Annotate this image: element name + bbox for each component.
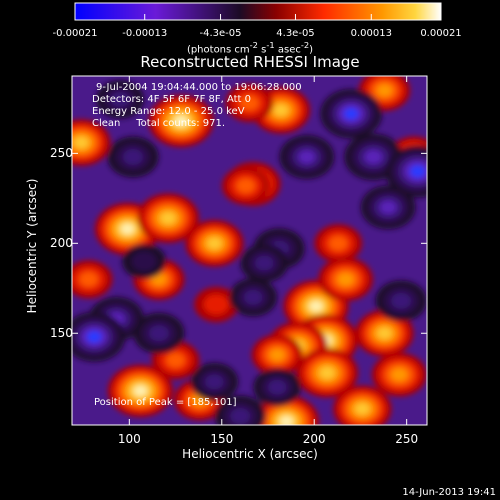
x-axis-label: Heliocentric X (arcsec) [182, 447, 318, 461]
positive-flux-blob [273, 104, 289, 116]
colorbar-tick-label: 0.00021 [420, 28, 462, 39]
units-exp: -2 [300, 40, 310, 50]
units-text: asec [274, 44, 301, 56]
positive-flux-blob [236, 178, 256, 194]
colorbar-tick-label: -4.3e-05 [199, 28, 242, 39]
colorbar-tick-label: 4.3e-05 [276, 28, 315, 39]
units-text: ) [309, 44, 314, 56]
y-tick-label: 200 [50, 236, 73, 251]
negative-flux-blob [364, 149, 383, 164]
negative-flux-blob [343, 107, 359, 120]
colorbar [74, 2, 442, 21]
positive-flux-blob [355, 403, 370, 415]
annotation-line: 9-Jul-2004 19:04:44.000 to 19:06:28.000 [96, 82, 302, 93]
positive-flux-blob [269, 348, 285, 362]
negative-flux-blob [254, 255, 274, 271]
positive-flux-blob [166, 352, 185, 368]
positive-flux-blob [376, 84, 393, 97]
colorbar-tick-label: -0.00013 [122, 28, 168, 39]
annotation-block: 9-Jul-2004 19:04:44.000 to 19:06:28.000 D… [92, 82, 302, 130]
annotation-line: Detectors: 4F 5F 6F 7F 8F, Att 0 [92, 94, 252, 105]
negative-flux-blob [267, 379, 287, 395]
negative-flux-blob [230, 407, 251, 425]
negative-flux-blob [122, 148, 144, 165]
plot-frame [71, 75, 428, 426]
positive-flux-blob [279, 416, 294, 425]
positive-flux-blob [319, 366, 335, 379]
positive-flux-blob [207, 237, 222, 249]
positive-flux-blob [79, 271, 98, 287]
positive-flux-blob [391, 368, 408, 382]
units-text: (photons cm [186, 44, 250, 56]
y-tick-label: 250 [50, 146, 73, 161]
x-tick-label: 200 [302, 432, 326, 446]
positive-flux-blob [309, 300, 323, 312]
positive-flux-blob [133, 385, 148, 397]
annotation-line: Energy Range: 12.0 - 25.0 keV [92, 106, 245, 117]
colorbar-gradient [74, 2, 442, 21]
positive-flux-blob [328, 235, 348, 251]
negative-flux-blob [391, 292, 412, 309]
x-tick-label: 250 [395, 432, 419, 446]
y-axis-label: Heliocentric Y (arcsec) [25, 178, 39, 314]
units-exp: -1 [266, 40, 275, 50]
units-exp: -2 [249, 40, 258, 50]
positive-flux-blob [377, 327, 392, 339]
negative-flux-blob [110, 91, 130, 107]
colorbar-tick-label: -0.00021 [52, 28, 98, 39]
positive-flux-blob [203, 294, 229, 315]
footer-timestamp: 14-Jun-2013 19:41 [402, 487, 496, 498]
colorbar-tick-label: 0.00013 [350, 28, 392, 39]
annotation-line: Clean Total counts: 971. [92, 118, 226, 129]
negative-flux-blob [205, 374, 224, 390]
negative-flux-blob [148, 325, 169, 342]
negative-flux-blob [86, 330, 102, 343]
x-tick-label: 150 [210, 432, 234, 446]
chart-title: Reconstructed RHESSI Image [140, 53, 360, 71]
peak-annotation: Position of Peak = [185,101] [94, 397, 237, 408]
negative-flux-blob [131, 251, 157, 272]
y-tick-label: 150 [50, 326, 73, 341]
x-tick-label: 100 [117, 432, 141, 446]
negative-flux-blob [243, 289, 263, 305]
positive-flux-blob [240, 95, 259, 111]
negative-flux-blob [298, 150, 316, 164]
positive-flux-blob [74, 136, 89, 149]
positive-flux-blob [337, 272, 354, 286]
colorbar-units: (photons cm-2 s-1 asec-2) [187, 40, 313, 55]
positive-flux-blob [160, 212, 176, 225]
positive-flux-blob [120, 223, 135, 235]
negative-flux-blob [409, 164, 426, 178]
units-text: s [257, 44, 267, 56]
positive-flux-blob [174, 115, 188, 127]
negative-flux-blob [379, 200, 397, 214]
